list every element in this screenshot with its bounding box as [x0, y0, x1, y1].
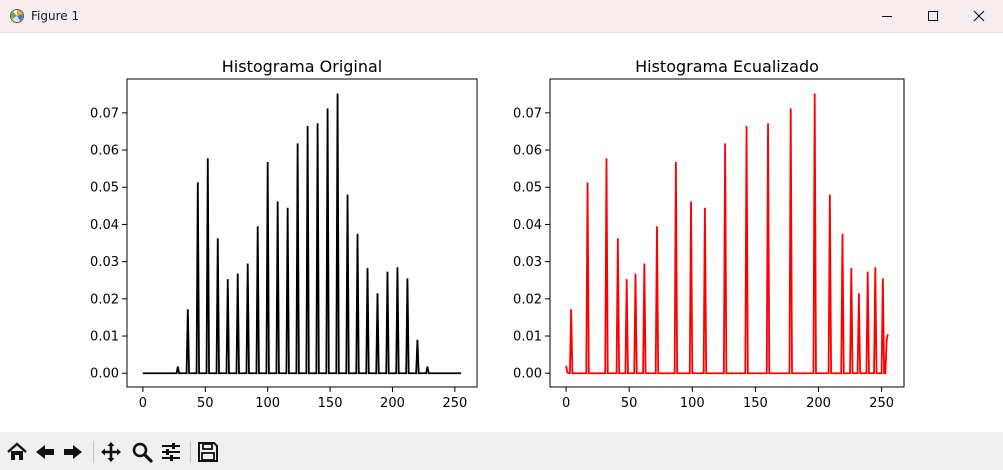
x-tick-label: 250 — [442, 396, 467, 411]
x-tick-label: 150 — [743, 396, 768, 411]
y-tick-label: 0.07 — [513, 106, 542, 121]
x-tick-label: 100 — [255, 396, 280, 411]
x-tick-label: 200 — [380, 396, 405, 411]
minimize-icon — [882, 16, 892, 17]
chart-title: Histograma Ecualizado — [635, 57, 819, 76]
series-line — [142, 93, 462, 375]
x-tick-label: 100 — [680, 396, 705, 411]
axes-frame — [549, 78, 905, 388]
x-tick-label: 0 — [139, 396, 147, 411]
maximize-icon — [928, 11, 938, 21]
y-tick-label: 0.05 — [513, 181, 542, 196]
toolbar-separator — [93, 441, 94, 463]
forward-icon[interactable] — [62, 441, 84, 463]
x-tick-label: 50 — [197, 396, 214, 411]
y-tick-label: 0.06 — [90, 144, 119, 159]
y-tick-label: 0.04 — [513, 218, 542, 233]
home-icon[interactable] — [6, 441, 28, 463]
y-tick-label: 0.01 — [90, 330, 119, 345]
chart-title: Histograma Original — [222, 57, 383, 76]
y-tick-label: 0.03 — [513, 255, 542, 270]
plot-histograma-original: Histograma Original 0 50 100 150 200 250 0.00 0.… — [90, 57, 478, 411]
plot-histograma-ecualizado: Histograma Ecualizado 0 50 100 150 200 250 0.00… — [513, 57, 905, 411]
y-tick-label: 0.02 — [90, 292, 119, 307]
window-titlebar: Figure 1 — [0, 0, 1003, 33]
y-tick-label: 0.01 — [513, 330, 542, 345]
y-tick-label: 0.00 — [513, 367, 542, 382]
x-tick-label: 0 — [562, 396, 570, 411]
figure-canvas: Histograma Original 0 50 100 150 200 250 0.00 0.… — [0, 33, 1003, 432]
close-icon — [973, 10, 985, 22]
toolbar-separator — [190, 441, 191, 463]
axes-frame — [126, 78, 478, 388]
x-tick-label: 200 — [806, 396, 831, 411]
minimize-button[interactable] — [864, 0, 910, 32]
zoom-icon[interactable] — [131, 441, 153, 463]
y-tick-label: 0.00 — [90, 367, 119, 382]
y-tick-label: 0.07 — [90, 106, 119, 121]
y-tick-label: 0.05 — [90, 181, 119, 196]
y-tick-label: 0.02 — [513, 292, 542, 307]
y-tick-label: 0.03 — [90, 255, 119, 270]
x-tick-label: 50 — [621, 396, 638, 411]
close-button[interactable] — [956, 0, 1002, 32]
matplotlib-app-icon — [10, 9, 24, 23]
navigation-toolbar — [0, 432, 1003, 470]
window-title: Figure 1 — [31, 9, 80, 23]
y-tick-label: 0.06 — [513, 144, 542, 159]
y-tick-label: 0.04 — [90, 218, 119, 233]
pan-icon[interactable] — [100, 441, 122, 463]
x-tick-label: 150 — [318, 396, 343, 411]
x-tick-label: 250 — [869, 396, 894, 411]
save-icon[interactable] — [197, 441, 219, 463]
series-line — [565, 93, 889, 375]
configure-subplots-icon[interactable] — [160, 441, 182, 463]
maximize-button[interactable] — [910, 0, 956, 32]
back-icon[interactable] — [34, 441, 56, 463]
